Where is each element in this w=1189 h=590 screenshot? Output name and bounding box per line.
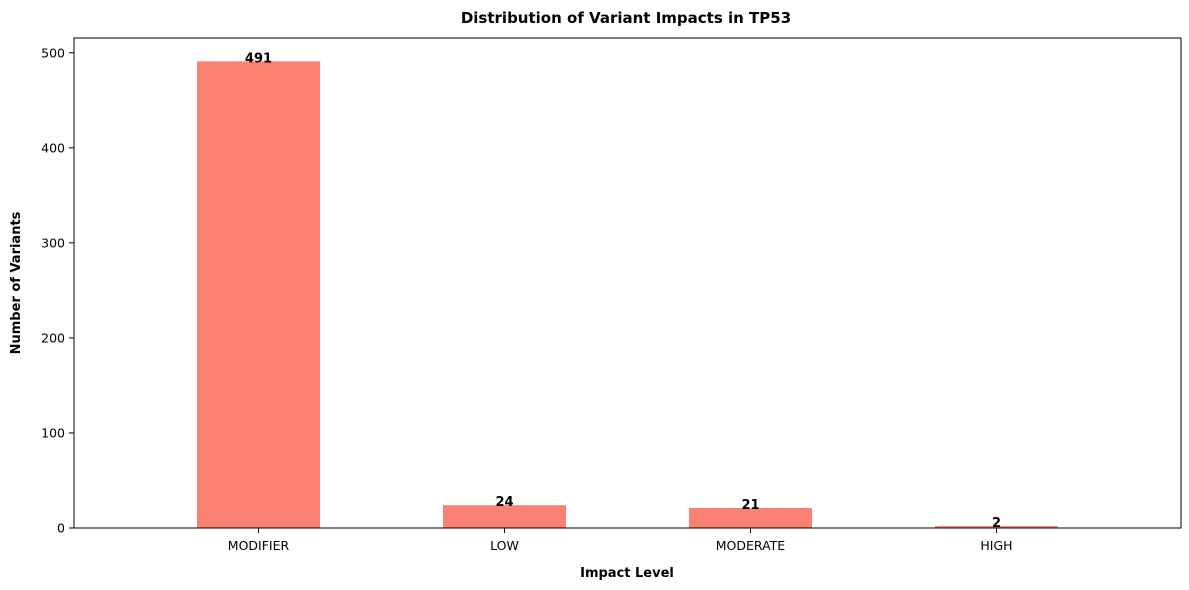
data-label-moderate: 21	[741, 498, 759, 513]
x-axis-label: Impact Level	[580, 566, 674, 581]
x-tick-label-low: LOW	[490, 538, 519, 553]
x-axis: MODIFIER LOW MODERATE HIGH	[228, 528, 1013, 553]
x-tick-label-modifier: MODIFIER	[228, 538, 290, 553]
y-tick-label-300: 300	[41, 235, 65, 250]
data-label-modifier: 491	[245, 51, 272, 66]
y-axis-label: Number of Variants	[9, 211, 24, 354]
data-labels-group: 491 24 21 2	[245, 51, 1001, 531]
bar-modifier	[197, 61, 320, 528]
y-tick-label-200: 200	[41, 330, 65, 345]
plot-frame	[73, 37, 1182, 529]
x-tick-label-moderate: MODERATE	[716, 538, 786, 553]
x-tick-label-high: HIGH	[980, 538, 1012, 553]
data-label-low: 24	[495, 495, 513, 510]
y-tick-label-400: 400	[41, 140, 65, 155]
y-tick-label-100: 100	[41, 425, 65, 440]
y-tick-label-0: 0	[57, 521, 65, 536]
bars-group	[197, 61, 1058, 528]
y-axis: 0 100 200 300 400 500	[41, 45, 74, 536]
chart-title: Distribution of Variant Impacts in TP53	[461, 9, 791, 27]
bar-low	[443, 505, 566, 528]
y-tick-label-500: 500	[41, 45, 65, 60]
bar-high	[935, 526, 1058, 528]
data-label-high: 2	[992, 516, 1001, 531]
bar-moderate	[689, 508, 812, 528]
